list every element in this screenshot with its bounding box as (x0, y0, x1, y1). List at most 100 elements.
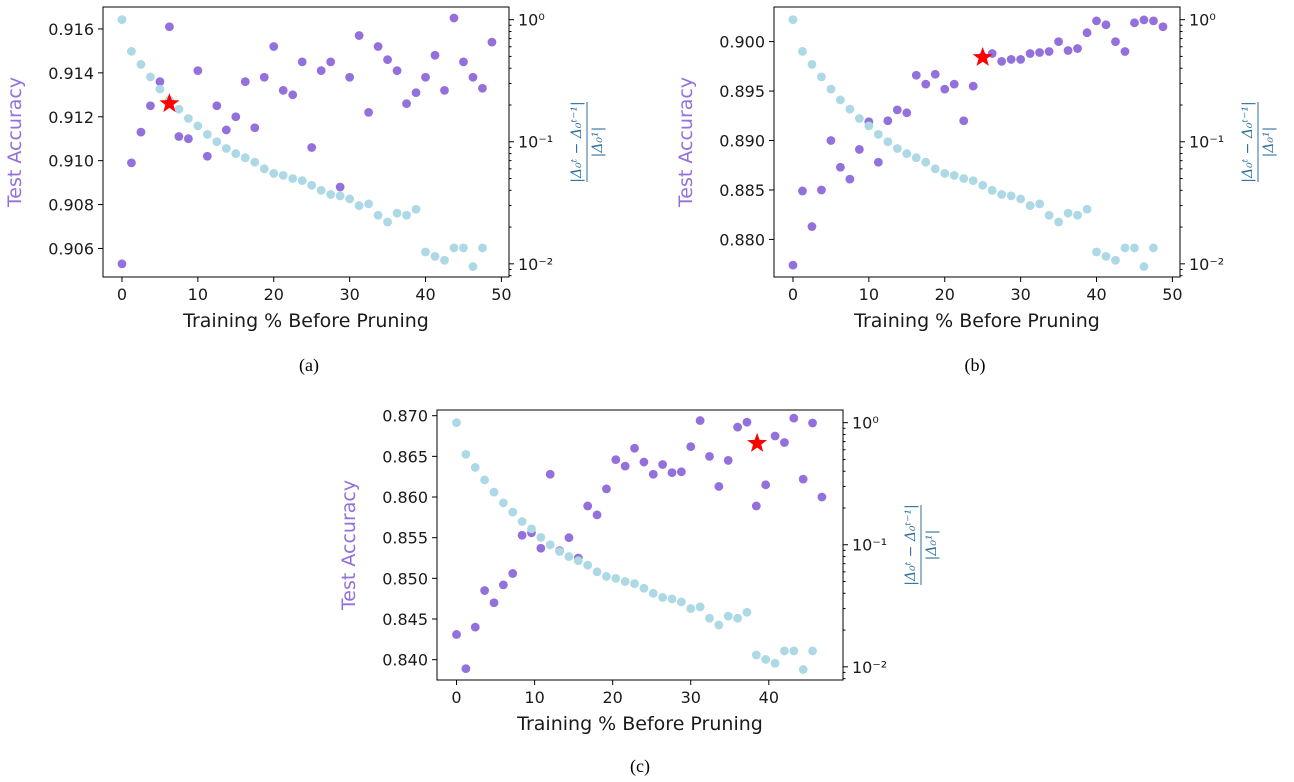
delta-point (997, 190, 1007, 199)
accuracy-point (959, 116, 969, 126)
delta-point (573, 556, 583, 566)
x-tick-label: 30 (681, 688, 701, 707)
accuracy-point (536, 543, 546, 553)
delta-point (845, 104, 855, 114)
accuracy-point (402, 99, 411, 108)
accuracy-point (676, 467, 686, 477)
delta-point (1092, 247, 1101, 257)
delta-point (1006, 191, 1016, 201)
delta-point (508, 507, 518, 517)
delta-point (1035, 199, 1045, 209)
svg-text:|Δ₀ᵗ − Δ₀ᵗ⁻¹|: |Δ₀ᵗ − Δ₀ᵗ⁻¹| (1240, 101, 1256, 182)
x-tick-label: 20 (602, 688, 622, 707)
accuracy-point (269, 42, 279, 51)
y-axis-label: Test Accuracy (338, 480, 360, 611)
delta-point (468, 262, 478, 271)
y2-tick-label: 10⁰ (518, 11, 545, 30)
delta-point (480, 475, 490, 485)
accuracy-point (968, 81, 978, 91)
accuracy-point (997, 57, 1007, 66)
accuracy-point (1025, 49, 1035, 58)
accuracy-point (259, 72, 269, 82)
accuracy-point (212, 101, 222, 111)
delta-point (959, 174, 969, 183)
delta-point (978, 180, 988, 190)
accuracy-point (1120, 47, 1130, 56)
svg-text:|Δ₀¹|: |Δ₀¹| (590, 127, 606, 158)
delta-point (193, 121, 203, 131)
delta-point (883, 137, 893, 147)
accuracy-point (335, 182, 345, 192)
delta-point (1025, 201, 1035, 210)
accuracy-point (883, 116, 893, 126)
delta-point (1054, 217, 1063, 227)
delta-point (611, 574, 621, 583)
y-tick-label: 0.880 (719, 230, 765, 249)
accuracy-point (873, 157, 883, 167)
delta-point (1120, 243, 1130, 253)
delta-point (461, 449, 471, 459)
accuracy-point (817, 492, 827, 502)
accuracy-point (1054, 37, 1063, 47)
accuracy-point (620, 461, 630, 471)
delta-point (136, 60, 146, 69)
delta-point (639, 583, 649, 593)
accuracy-point (583, 501, 593, 511)
delta-point (470, 463, 480, 472)
accuracy-point (480, 586, 490, 595)
delta-point (517, 517, 527, 526)
axes-frame (102, 6, 510, 278)
accuracy-point (240, 77, 250, 87)
x-tick-label: 40 (759, 688, 779, 707)
delta-point (630, 579, 639, 589)
accuracy-point (345, 72, 355, 82)
accuracy-point (686, 442, 696, 451)
y2-tick-label: 10⁻² (1189, 255, 1224, 274)
x-axis-label: Training % Before Pruning (182, 310, 429, 332)
panel-caption: (b) (965, 355, 986, 376)
accuracy-series (117, 13, 497, 269)
delta-point (212, 137, 222, 147)
accuracy-point (202, 151, 212, 161)
accuracy-point (930, 69, 940, 79)
accuracy-point (183, 134, 193, 144)
accuracy-point (1139, 15, 1149, 25)
accuracy-point (221, 125, 231, 135)
delta-point (1044, 210, 1054, 220)
delta-point (307, 180, 317, 190)
y2-tick-label: 10⁻² (852, 658, 887, 677)
accuracy-point (411, 88, 421, 98)
accuracy-point (1130, 18, 1139, 28)
delta-point (1082, 204, 1092, 214)
x-tick-label: 50 (491, 285, 511, 304)
delta-point (620, 577, 630, 586)
accuracy-point (307, 143, 317, 152)
delta-point (1149, 243, 1158, 253)
accuracy-point (949, 79, 959, 89)
accuracy-point (1101, 20, 1111, 30)
delta-point (798, 46, 807, 56)
y-tick-label: 0.850 (382, 569, 428, 588)
accuracy-series (452, 413, 827, 674)
delta-point (411, 204, 421, 214)
axes-frame (436, 409, 844, 681)
delta-point (202, 129, 212, 139)
accuracy-point (136, 127, 146, 137)
accuracy-point (498, 580, 508, 590)
y2-tick-label: 10⁻² (518, 255, 553, 274)
accuracy-point (761, 480, 771, 490)
delta-point (667, 594, 677, 604)
delta-series (788, 15, 1158, 271)
accuracy-point (354, 31, 364, 40)
delta-point (335, 191, 345, 201)
delta-point (911, 153, 921, 163)
panel-caption: (c) (630, 756, 650, 777)
accuracy-point (705, 451, 714, 461)
delta-point (278, 171, 288, 180)
delta-point (940, 169, 950, 178)
svg-text:|Δ₀¹|: |Δ₀¹| (1261, 127, 1277, 158)
y2-axis-label: |Δ₀ᵗ − Δ₀ᵗ⁻¹| |Δ₀¹| (1240, 101, 1277, 182)
accuracy-point (146, 101, 155, 111)
chart-panel-b: 0 10 20 30 40 50 0.880 0.885 0.890 0.895 0.900 10⁻²… (675, 6, 1277, 376)
delta-point (761, 655, 771, 664)
